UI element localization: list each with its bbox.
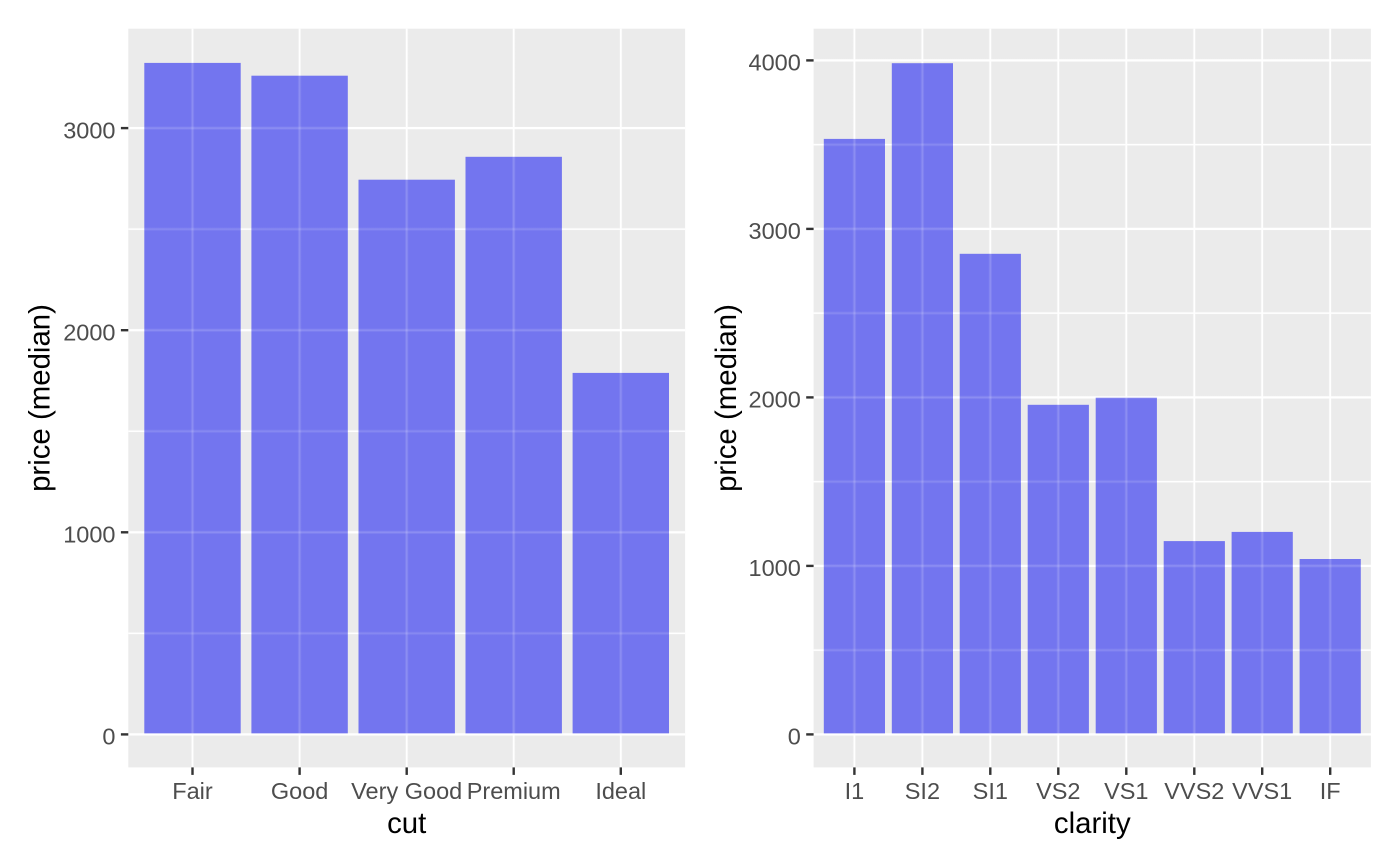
svg-text:SI2: SI2 (905, 778, 940, 804)
svg-text:VS2: VS2 (1036, 778, 1080, 804)
svg-text:VVS2: VVS2 (1164, 778, 1224, 804)
svg-text:Good: Good (271, 778, 329, 804)
svg-text:2000: 2000 (749, 387, 801, 413)
svg-text:price (median): price (median) (24, 304, 57, 492)
svg-text:3000: 3000 (749, 218, 801, 244)
svg-text:Fair: Fair (172, 778, 213, 804)
svg-text:Very Good: Very Good (351, 778, 462, 804)
svg-text:IF: IF (1320, 778, 1341, 804)
svg-text:0: 0 (102, 724, 115, 750)
svg-text:clarity: clarity (1054, 807, 1131, 840)
svg-text:Ideal: Ideal (595, 778, 646, 804)
svg-text:I1: I1 (845, 778, 865, 804)
svg-text:price (median): price (median) (710, 304, 743, 492)
svg-text:1000: 1000 (749, 555, 801, 581)
svg-text:2000: 2000 (63, 319, 115, 345)
svg-text:SI1: SI1 (973, 778, 1008, 804)
svg-text:cut: cut (387, 807, 426, 840)
svg-text:4000: 4000 (749, 50, 801, 76)
svg-text:VS1: VS1 (1104, 778, 1148, 804)
svg-text:0: 0 (788, 724, 801, 750)
svg-text:3000: 3000 (63, 117, 115, 143)
svg-text:1000: 1000 (63, 522, 115, 548)
svg-text:Premium: Premium (467, 778, 561, 804)
svg-text:VVS1: VVS1 (1232, 778, 1292, 804)
